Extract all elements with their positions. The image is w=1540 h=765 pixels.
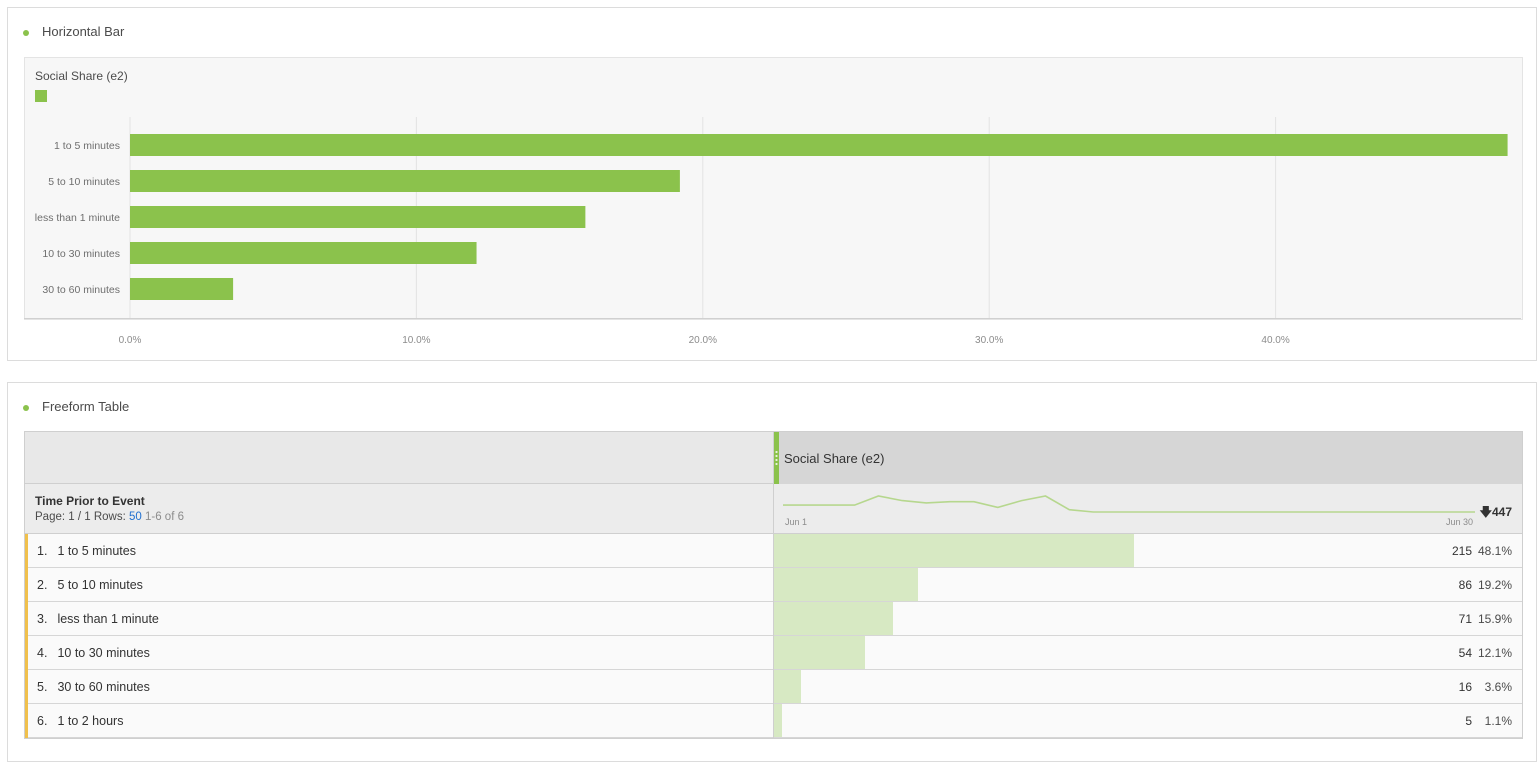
page-label: Page: 1 / 1 xyxy=(35,511,91,523)
sparkline-trend xyxy=(783,495,1475,513)
row-accent xyxy=(25,670,28,704)
row-bar-fill xyxy=(774,704,783,737)
table-row[interactable]: 3. less than 1 minute 71 15.9% xyxy=(25,602,1522,636)
row-accent xyxy=(25,704,28,738)
row-bar-fill xyxy=(774,636,865,669)
metric-title: Social Share (e2) xyxy=(784,451,885,466)
table-row[interactable]: 1. 1 to 5 minutes 215 48.1% xyxy=(25,534,1522,568)
row-value: 71 xyxy=(1458,612,1472,626)
row-dimension-value: 5 to 10 minutes xyxy=(57,578,143,592)
panel-title[interactable]: Horizontal Bar xyxy=(42,24,125,39)
row-label[interactable]: 1. 1 to 5 minutes xyxy=(37,544,136,558)
row-accent xyxy=(25,602,28,636)
row-percent: 19.2% xyxy=(1477,578,1512,592)
panel-status-dot xyxy=(23,405,29,411)
row-index: 6. xyxy=(37,714,48,728)
row-metric-cell[interactable]: 215 48.1% xyxy=(773,534,1522,568)
row-index: 4. xyxy=(37,646,48,660)
row-percent: 3.6% xyxy=(1484,680,1512,694)
row-index: 2. xyxy=(37,578,48,592)
x-tick-label: 0.0% xyxy=(119,335,142,346)
metric-total[interactable]: 🡇447 xyxy=(1480,503,1512,524)
row-range: 1-6 of 6 xyxy=(144,511,184,523)
row-label[interactable]: 4. 10 to 30 minutes xyxy=(37,646,150,660)
row-label[interactable]: 2. 5 to 10 minutes xyxy=(37,578,143,592)
row-index: 1. xyxy=(37,544,48,558)
dimension-header: Time Prior to Event Page: 1 / 1 Rows: 50… xyxy=(25,484,1522,534)
table-row[interactable]: 2. 5 to 10 minutes 86 19.2% xyxy=(25,568,1522,602)
dimension-title[interactable]: Time Prior to Event xyxy=(35,494,145,508)
bar[interactable] xyxy=(130,170,680,192)
freeform-table-panel: Freeform Table Social Share (e2) Time Pr… xyxy=(7,382,1537,762)
table-row[interactable]: 5. 30 to 60 minutes 16 3.6% xyxy=(25,670,1522,704)
rows-label: Rows: xyxy=(93,511,126,523)
row-metric-cell[interactable]: 16 3.6% xyxy=(773,670,1522,704)
pagination-info: Page: 1 / 1 Rows: 50 1-6 of 6 xyxy=(35,511,184,523)
rows-per-page-select[interactable]: 50 xyxy=(128,511,142,523)
row-value: 5 xyxy=(1465,714,1472,728)
row-percent: 15.9% xyxy=(1477,612,1512,626)
category-label: less than 1 minute xyxy=(35,212,120,224)
row-bar-fill xyxy=(774,534,1134,567)
row-dimension-value: 10 to 30 minutes xyxy=(57,646,150,660)
row-dimension-value: 30 to 60 minutes xyxy=(57,680,150,694)
x-tick-label: 20.0% xyxy=(689,335,717,346)
legend-swatch xyxy=(35,90,47,102)
row-metric-cell[interactable]: 71 15.9% xyxy=(773,602,1522,636)
category-label: 30 to 60 minutes xyxy=(42,284,120,296)
bar[interactable] xyxy=(130,242,477,264)
x-tick-label: 40.0% xyxy=(1261,335,1289,346)
x-tick-label: 30.0% xyxy=(975,335,1003,346)
category-label: 1 to 5 minutes xyxy=(54,140,120,152)
row-accent xyxy=(25,568,28,602)
row-metric-cell[interactable]: 86 19.2% xyxy=(773,568,1522,602)
freeform-table: Social Share (e2) Time Prior to Event Pa… xyxy=(24,431,1523,739)
row-bar-fill xyxy=(774,568,918,601)
panel-title[interactable]: Freeform Table xyxy=(42,399,130,414)
category-label: 10 to 30 minutes xyxy=(42,248,120,260)
row-index: 5. xyxy=(37,680,48,694)
sparkline-end-label: Jun 30 xyxy=(1446,517,1474,527)
row-accent xyxy=(25,636,28,670)
row-dimension-value: 1 to 5 minutes xyxy=(57,544,136,558)
row-value: 215 xyxy=(1451,544,1472,558)
sort-descending-icon[interactable]: 🡇 xyxy=(1479,505,1492,519)
metric-summary: Jun 1 Jun 30 🡇447 xyxy=(773,484,1522,534)
total-value: 447 xyxy=(1491,505,1512,519)
sparkline-start-label: Jun 1 xyxy=(785,517,808,527)
row-index: 3. xyxy=(37,612,48,626)
row-value: 86 xyxy=(1458,578,1472,592)
column-drag-handle[interactable] xyxy=(774,432,779,484)
bar[interactable] xyxy=(130,134,1508,156)
row-bar-fill xyxy=(774,602,893,635)
table-header: Social Share (e2) xyxy=(25,432,1522,484)
row-dimension-value: less than 1 minute xyxy=(57,612,159,626)
metric-column-header[interactable]: Social Share (e2) xyxy=(773,432,1522,484)
row-dimension-value: 1 to 2 hours xyxy=(57,714,124,728)
table-row[interactable]: 4. 10 to 30 minutes 54 12.1% xyxy=(25,636,1522,670)
row-label[interactable]: 5. 30 to 60 minutes xyxy=(37,680,150,694)
row-bar-fill xyxy=(774,670,801,703)
category-label: 5 to 10 minutes xyxy=(48,176,120,188)
grip-icon xyxy=(775,450,778,466)
row-percent: 12.1% xyxy=(1477,646,1512,660)
bar[interactable] xyxy=(130,206,586,228)
row-accent xyxy=(25,534,28,568)
row-value: 16 xyxy=(1458,680,1472,694)
row-percent: 48.1% xyxy=(1477,544,1512,558)
bar[interactable] xyxy=(130,278,234,300)
row-percent: 1.1% xyxy=(1484,714,1512,728)
row-metric-cell[interactable]: 54 12.1% xyxy=(773,636,1522,670)
panel-status-dot xyxy=(23,30,29,36)
bar-chart: 0.0% 10.0% 20.0% 30.0% 40.0% 1 to 5 minutes 5 … xyxy=(24,117,1521,346)
sparkline xyxy=(783,495,1475,513)
x-tick-label: 10.0% xyxy=(402,335,430,346)
row-value: 54 xyxy=(1458,646,1472,660)
legend-label: Social Share (e2) xyxy=(35,69,128,83)
row-label[interactable]: 3. less than 1 minute xyxy=(37,612,159,626)
row-label[interactable]: 6. 1 to 2 hours xyxy=(37,714,123,728)
row-metric-cell[interactable]: 5 1.1% xyxy=(773,704,1522,738)
table-row[interactable]: 6. 1 to 2 hours 5 1.1% xyxy=(25,704,1522,738)
